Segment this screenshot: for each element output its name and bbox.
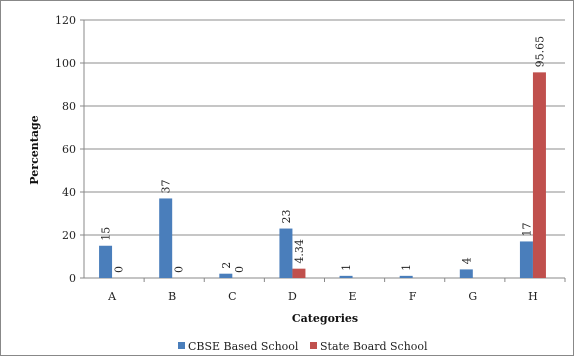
data-label: 1 xyxy=(340,264,353,271)
data-label: 2 xyxy=(220,262,233,269)
legend: CBSE Based School State Board School xyxy=(178,340,428,353)
data-label: 37 xyxy=(160,179,173,193)
bar-cbse-h xyxy=(519,241,533,278)
bar-cbse-e xyxy=(339,275,353,278)
y-tick-label: 120 xyxy=(55,14,76,27)
x-tick-label: E xyxy=(349,290,357,303)
bars xyxy=(99,72,546,278)
x-tick-label: A xyxy=(107,290,117,303)
data-label: 17 xyxy=(520,222,533,236)
data-label: 1 xyxy=(400,264,413,271)
bar-state-d xyxy=(292,268,306,278)
x-tick-label: F xyxy=(409,290,417,303)
bar-cbse-g xyxy=(459,269,473,278)
data-label: 4.34 xyxy=(293,239,306,264)
y-tick-label: 40 xyxy=(62,186,76,199)
data-label: 95.65 xyxy=(533,36,546,68)
x-tick-label: C xyxy=(228,290,236,303)
x-tick-label: D xyxy=(288,290,297,303)
x-tick-label: B xyxy=(168,290,176,303)
y-axis-title: Percentage xyxy=(28,115,41,184)
data-label: 23 xyxy=(280,210,293,224)
data-label: 0 xyxy=(173,266,186,273)
data-label: 0 xyxy=(233,266,246,273)
data-labels: 15 37 2 23 1 1 4 17 0 0 0 4.34 95.65 xyxy=(100,36,547,273)
bar-cbse-f xyxy=(399,275,413,278)
x-axis-title: Categories xyxy=(292,312,358,325)
legend-swatch xyxy=(178,342,185,349)
x-tick-label: H xyxy=(528,290,538,303)
y-tick-label: 60 xyxy=(62,143,76,156)
data-label: 15 xyxy=(100,227,113,241)
legend-swatch xyxy=(310,342,317,349)
bar-state-h xyxy=(532,72,546,278)
y-tick-label: 0 xyxy=(69,272,76,285)
gridlines xyxy=(84,19,565,236)
bar-cbse-a xyxy=(99,245,113,278)
y-tick-label: 100 xyxy=(55,57,76,70)
x-tick-label: G xyxy=(468,290,477,303)
data-label: 0 xyxy=(113,266,126,273)
data-label: 4 xyxy=(460,257,473,264)
y-tick-label: 20 xyxy=(62,229,76,242)
legend-label: State Board School xyxy=(320,340,428,353)
bar-cbse-b xyxy=(159,198,173,278)
y-tick-label: 80 xyxy=(62,100,76,113)
bar-cbse-c xyxy=(219,273,233,278)
legend-label: CBSE Based School xyxy=(188,340,299,353)
bar-cbse-d xyxy=(279,228,293,278)
